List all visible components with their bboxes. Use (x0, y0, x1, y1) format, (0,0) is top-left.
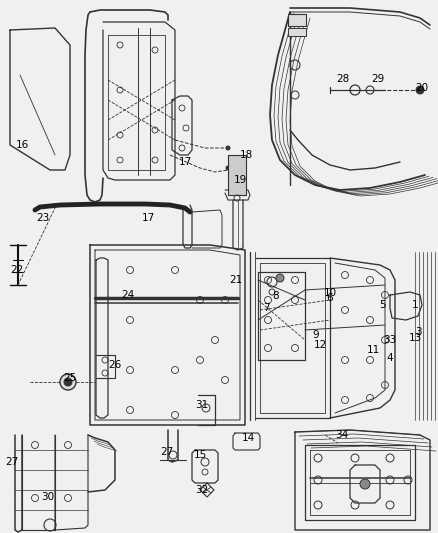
Bar (228, 155, 246, 195)
Circle shape (64, 378, 72, 386)
Text: 29: 29 (371, 74, 385, 84)
Text: 27: 27 (160, 447, 173, 457)
Text: 28: 28 (336, 74, 350, 84)
Text: 31: 31 (195, 400, 208, 410)
Text: 23: 23 (36, 213, 49, 223)
Text: 5: 5 (379, 300, 385, 310)
Circle shape (226, 146, 230, 150)
Text: 17: 17 (178, 157, 192, 167)
Text: 18: 18 (240, 150, 253, 160)
Text: 3: 3 (415, 327, 421, 337)
Text: 9: 9 (313, 330, 319, 340)
Text: 12: 12 (313, 340, 327, 350)
Bar (288, 28, 306, 36)
Text: 30: 30 (42, 492, 55, 502)
Circle shape (226, 166, 230, 170)
Circle shape (60, 374, 76, 390)
Circle shape (276, 274, 284, 282)
Text: 8: 8 (273, 291, 279, 301)
Text: 10: 10 (323, 288, 336, 298)
Text: 33: 33 (383, 335, 397, 345)
Text: 14: 14 (241, 433, 254, 443)
Text: 16: 16 (15, 140, 28, 150)
Text: 6: 6 (327, 293, 333, 303)
Text: 19: 19 (233, 175, 247, 185)
Text: 32: 32 (195, 485, 208, 495)
Text: 4: 4 (387, 353, 393, 363)
Bar (288, 14, 306, 26)
Text: 21: 21 (230, 275, 243, 285)
Text: 22: 22 (11, 265, 24, 275)
Text: 13: 13 (408, 333, 422, 343)
Circle shape (416, 86, 424, 94)
Text: 11: 11 (366, 345, 380, 355)
Text: 17: 17 (141, 213, 155, 223)
Text: 7: 7 (263, 303, 269, 313)
Circle shape (360, 479, 370, 489)
Text: 20: 20 (415, 83, 428, 93)
Text: 24: 24 (121, 290, 134, 300)
Text: 27: 27 (5, 457, 19, 467)
Text: 34: 34 (336, 430, 349, 440)
Text: 1: 1 (412, 300, 418, 310)
Text: 26: 26 (108, 360, 122, 370)
Text: 25: 25 (64, 373, 77, 383)
Text: 15: 15 (193, 450, 207, 460)
